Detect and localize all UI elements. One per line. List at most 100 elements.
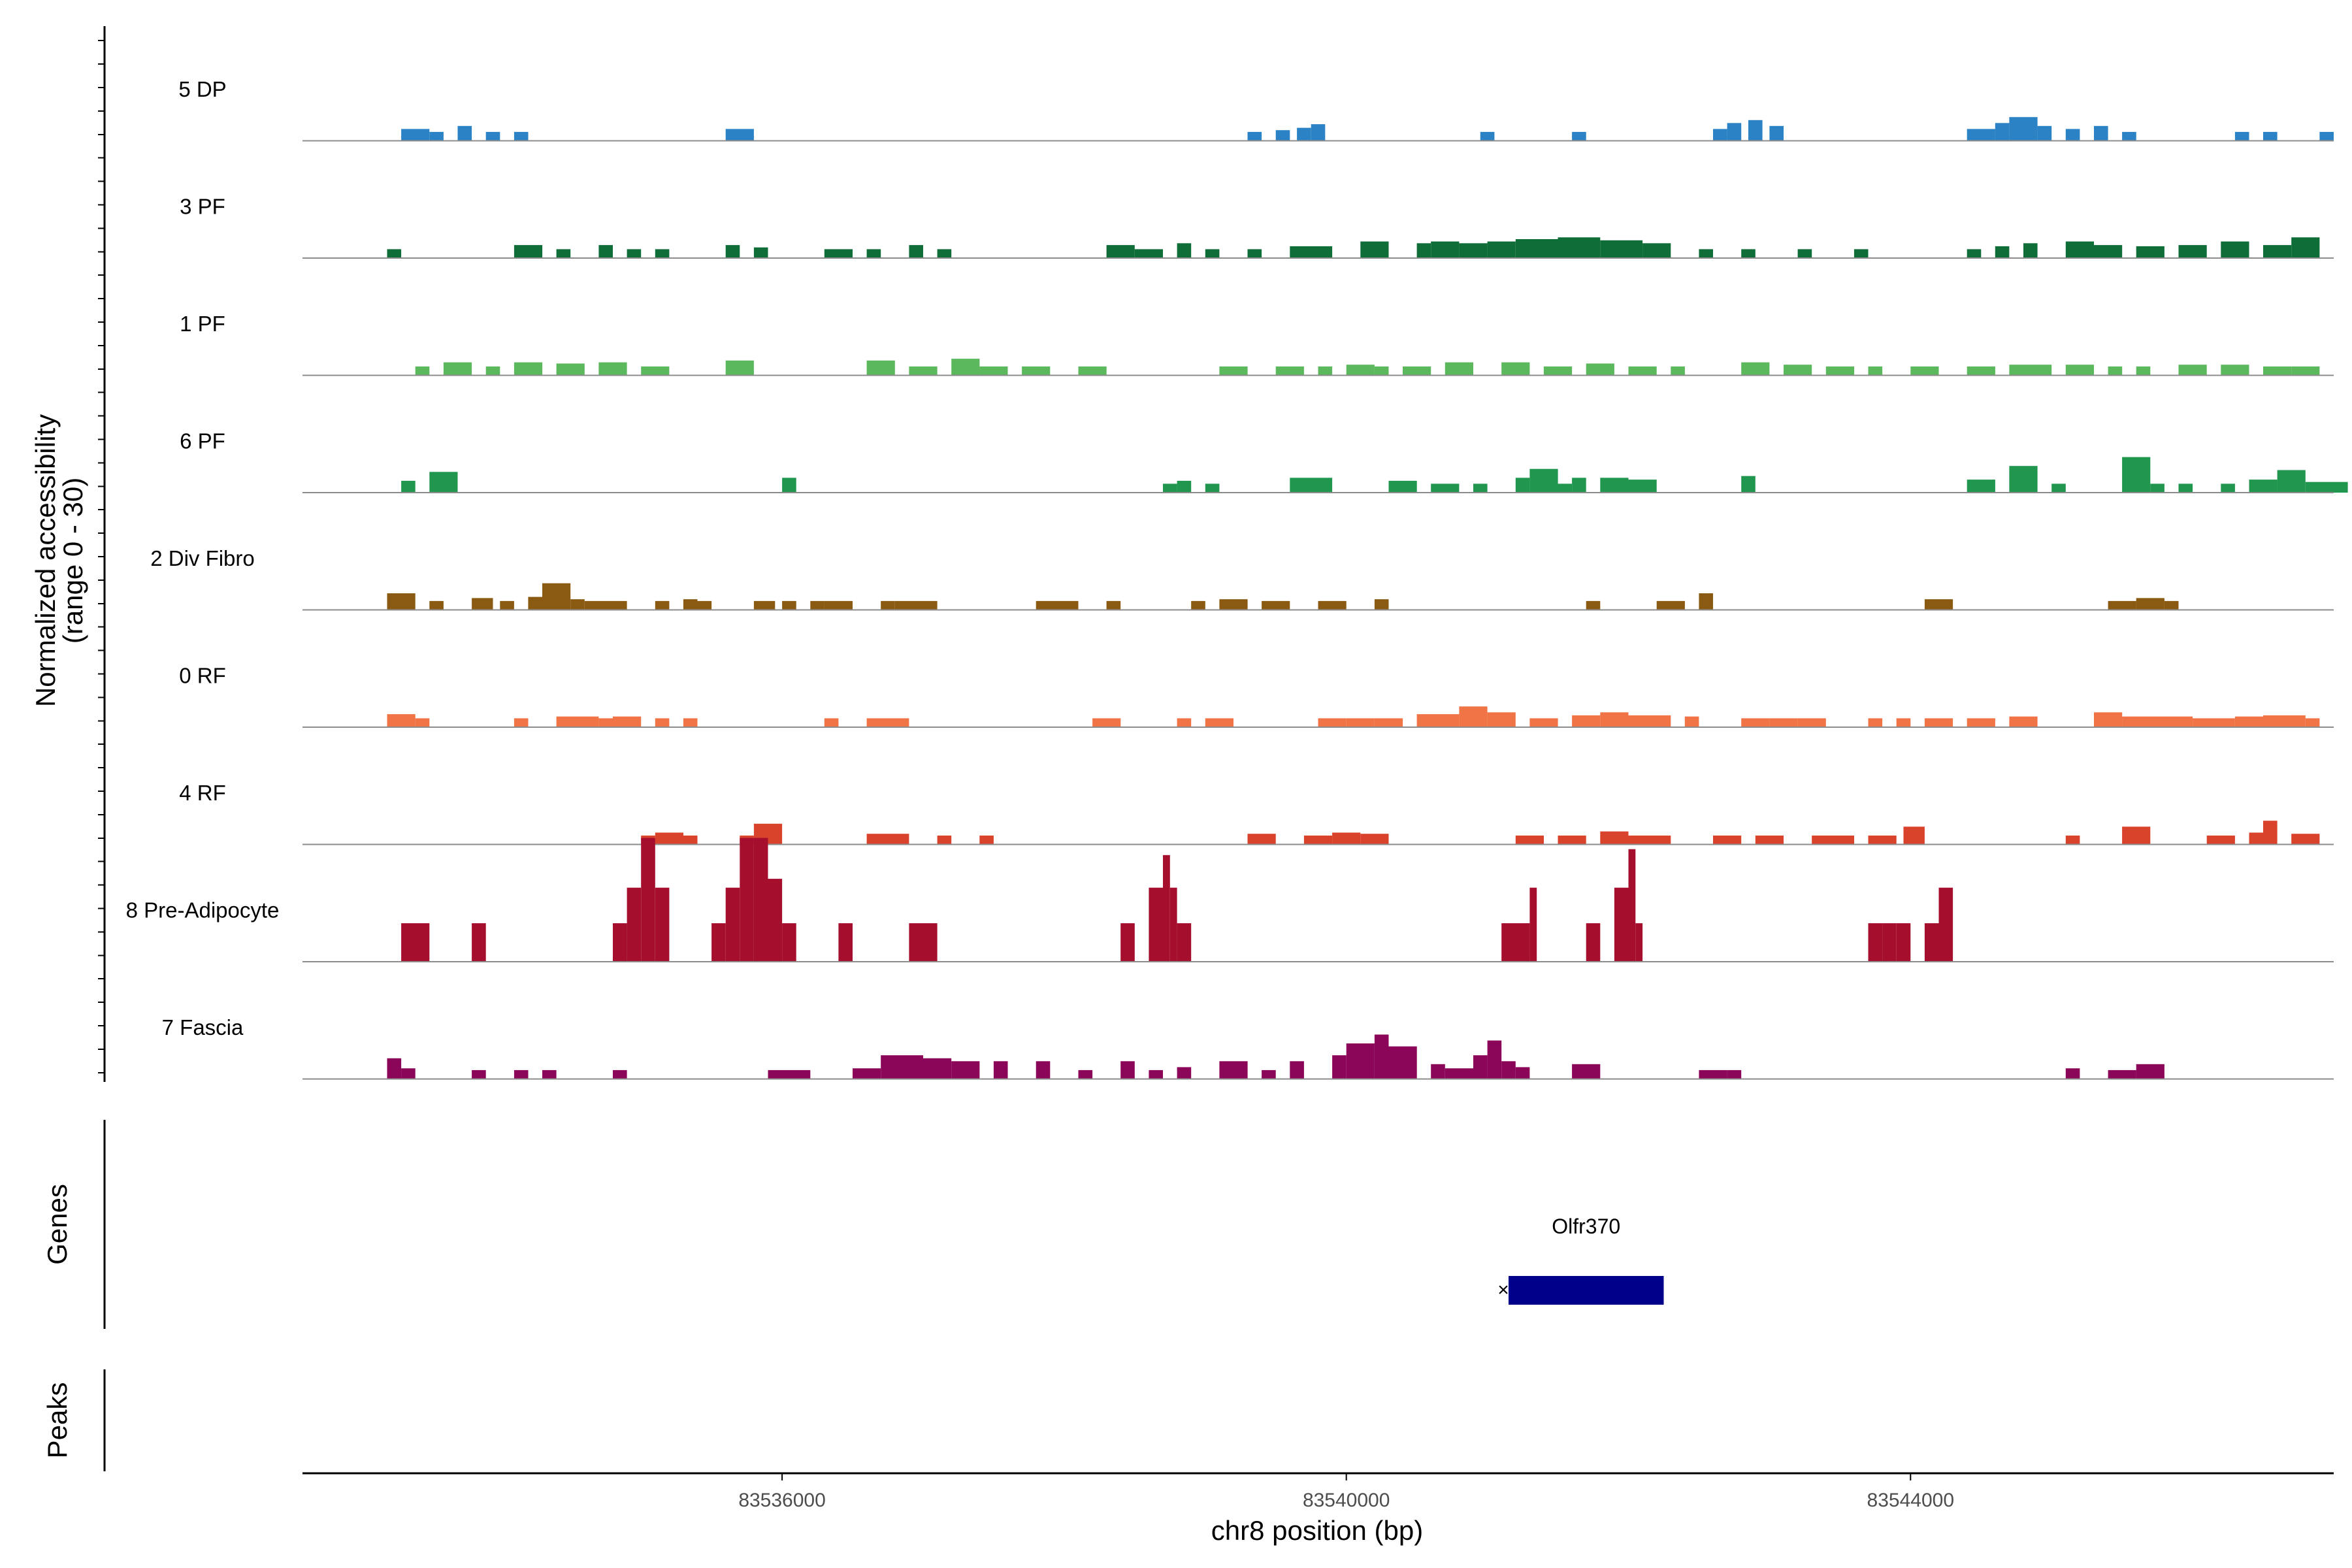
coverage-bar xyxy=(655,887,670,962)
coverage-bar xyxy=(1501,923,1530,962)
track-label: 6 PF xyxy=(180,429,225,453)
coverage-bar xyxy=(1628,835,1671,845)
coverage-bar xyxy=(2263,366,2292,376)
track-label: 7 Fascia xyxy=(162,1015,244,1039)
coverage-bar xyxy=(485,366,500,376)
coverage-bar xyxy=(1318,366,1333,376)
coverage-bar xyxy=(1748,120,1763,141)
coverage-bar xyxy=(1275,366,1304,376)
coverage-bar xyxy=(1699,593,1713,610)
coverage-bar xyxy=(824,249,853,258)
coverage-bar xyxy=(415,366,430,376)
coverage-bar xyxy=(1487,1040,1502,1079)
coverage-bar xyxy=(1205,483,1220,493)
coverage-bar xyxy=(613,923,627,962)
coverage-bar xyxy=(387,249,402,258)
track-label: 3 PF xyxy=(180,195,225,219)
coverage-bar xyxy=(1219,1061,1248,1079)
coverage-bar xyxy=(1586,923,1601,962)
coverage-bar xyxy=(1727,1070,1742,1079)
coverage-bar xyxy=(1868,718,1883,727)
coverage-bar xyxy=(1910,366,1939,376)
coverage-bar xyxy=(1473,483,1488,493)
track-1-pf: 1 PF xyxy=(180,312,2334,376)
coverage-bar xyxy=(2108,600,2136,610)
coverage-bar xyxy=(1741,249,1756,258)
coverage-bar xyxy=(1656,600,1685,610)
track-7-fascia: 7 Fascia xyxy=(162,1015,2334,1080)
coverage-bar xyxy=(1967,249,1982,258)
coverage-bar xyxy=(725,887,740,962)
coverage-bar xyxy=(1487,241,1516,258)
coverage-bar xyxy=(1247,131,1262,141)
coverage-bar xyxy=(909,923,938,962)
coverage-bar xyxy=(2291,834,2320,845)
coverage-bar xyxy=(824,718,839,727)
coverage-bar xyxy=(1572,715,1601,727)
coverage-bar xyxy=(2221,365,2249,376)
coverage-bar xyxy=(429,131,444,141)
coverage-bar xyxy=(1177,1067,1192,1079)
coverage-bar xyxy=(2291,366,2320,376)
coverage-bar xyxy=(2065,241,2094,258)
coverage-bar xyxy=(1501,362,1530,376)
coverage-bar xyxy=(1403,366,1431,376)
coverage-bar xyxy=(1149,887,1163,962)
x-axis-tick-label: 83544000 xyxy=(1867,1490,1954,1511)
coverage-bar xyxy=(753,600,776,610)
coverage-bar xyxy=(387,593,416,610)
coverage-bar xyxy=(866,360,895,376)
coverage-bar xyxy=(2009,466,2038,493)
coverage-bar xyxy=(401,923,430,962)
coverage-bar xyxy=(514,245,543,258)
peaks-panel-title: Peaks xyxy=(42,1382,73,1459)
gene-strand-marker: × xyxy=(1497,1279,1509,1301)
coverage-bar xyxy=(1924,923,1939,962)
coverage-bar xyxy=(993,1061,1008,1079)
coverage-bar xyxy=(1903,826,1925,845)
y-axis-title-line2: (range 0 - 30) xyxy=(57,478,88,644)
peaks-panel: Peaks xyxy=(42,1369,106,1471)
coverage-bar xyxy=(1572,478,1586,493)
coverage-bar xyxy=(2122,457,2151,493)
coverage-bar xyxy=(1572,131,1586,141)
coverage-bar xyxy=(725,245,740,258)
coverage-bar xyxy=(2263,715,2306,727)
coverage-bar xyxy=(2037,125,2052,141)
coverage-bar xyxy=(1995,123,2010,141)
coverage-bar xyxy=(1459,243,1488,258)
coverage-bar xyxy=(1529,887,1537,962)
coverage-bar xyxy=(2065,365,2094,376)
coverage-bar xyxy=(1290,246,1333,258)
coverage-bar xyxy=(1967,366,1995,376)
coverage-bar xyxy=(937,835,952,845)
coverage-bar xyxy=(1797,249,1812,258)
coverage-bar xyxy=(598,718,613,727)
track-3-pf: 3 PF xyxy=(180,195,2334,259)
coverage-bar xyxy=(528,596,542,610)
coverage-bar xyxy=(1558,835,1586,845)
x-axis-tick-label: 83536000 xyxy=(738,1490,825,1511)
coverage-y-axis xyxy=(98,26,106,1082)
coverage-bar xyxy=(613,600,627,610)
coverage-bar xyxy=(1120,923,1135,962)
coverage-bar xyxy=(1473,1055,1488,1079)
x-axis-tick-label: 83540000 xyxy=(1303,1490,1390,1511)
coverage-bar xyxy=(824,600,853,610)
coverage-bar xyxy=(1163,855,1170,962)
coverage-bar xyxy=(2122,826,2151,845)
coverage-bar xyxy=(1360,834,1389,845)
coverage-bar xyxy=(457,125,472,141)
coverage-bar xyxy=(866,718,909,727)
coverage-bar xyxy=(2263,131,2278,141)
coverage-bar xyxy=(1022,366,1051,376)
coverage-bar xyxy=(1671,366,1685,376)
coverage-bar xyxy=(697,600,712,610)
coverage-bar xyxy=(613,1070,627,1079)
track-label: 1 PF xyxy=(180,312,225,336)
coverage-bar xyxy=(2094,125,2108,141)
genes-panel: Genes × Olfr370 xyxy=(42,1120,1664,1329)
coverage-bar xyxy=(1741,476,1756,493)
coverage-bar xyxy=(401,480,416,493)
